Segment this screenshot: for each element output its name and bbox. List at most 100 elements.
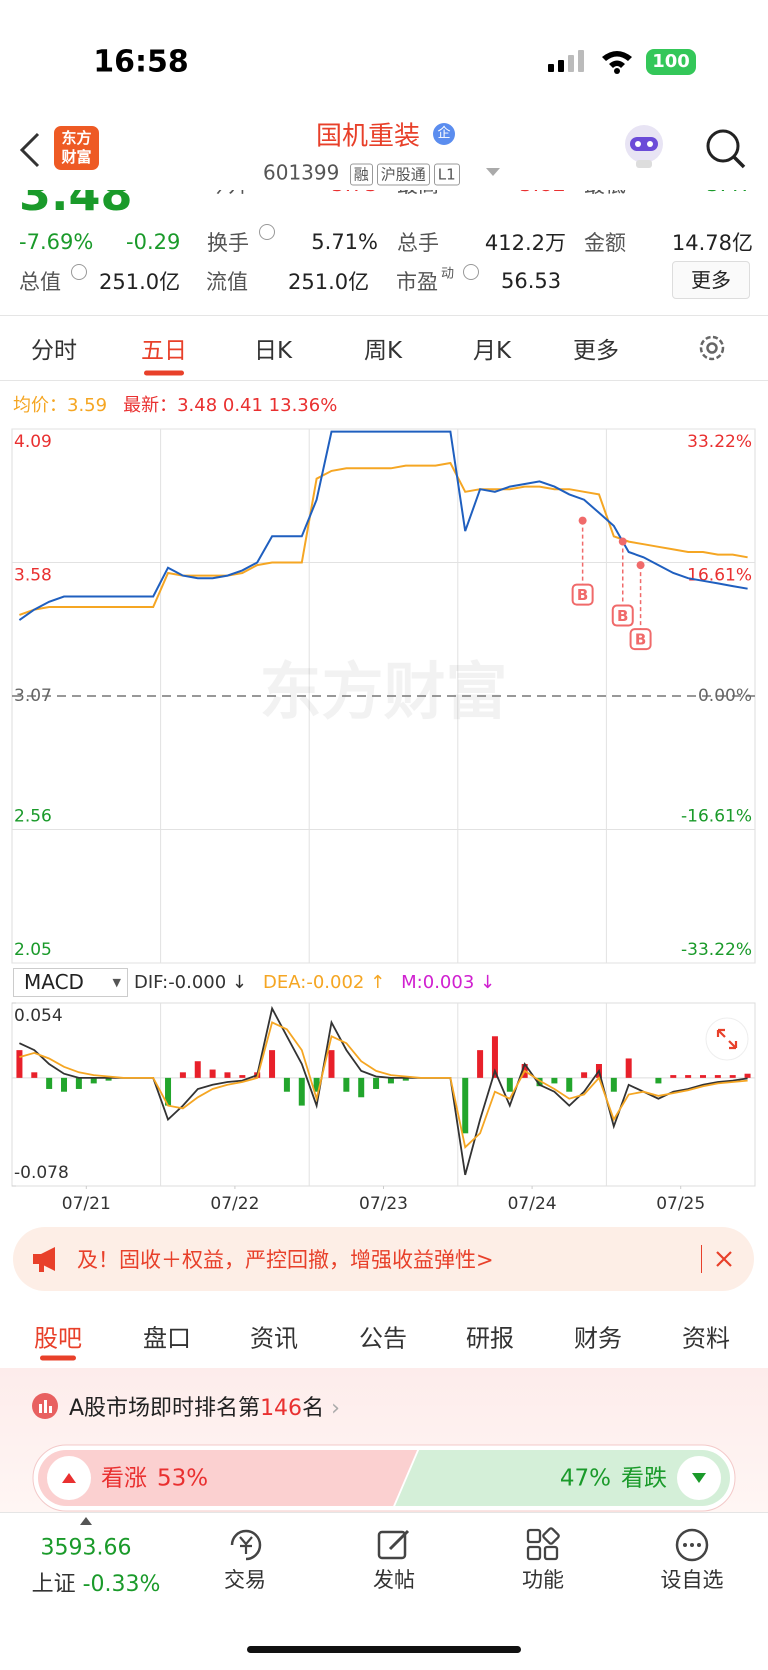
pe-label: 市盈 (396, 270, 438, 294)
ranking[interactable]: A股市场即时排名第146名 › (69, 1396, 340, 1421)
stock-name: 国机重装 (315, 121, 421, 152)
macd-bar (224, 1072, 231, 1078)
indicator: MACD (24, 970, 84, 994)
sentiment-bar[interactable]: 看涨 53% 看跌 47% (32, 1444, 736, 1512)
down-pct: 47% (560, 1466, 611, 1492)
expand-button[interactable] (705, 1017, 749, 1061)
app-logo[interactable]: 东方 财富 (54, 126, 99, 170)
code: 601399 (263, 160, 340, 185)
period-tab[interactable]: 日K (253, 338, 293, 364)
info-icon[interactable] (463, 264, 479, 280)
marker-box (629, 628, 652, 651)
indicator-select[interactable]: MACD ▼ (13, 968, 128, 997)
volume-label: 总手 (397, 231, 439, 255)
trade-marker (618, 537, 627, 546)
open: 3.73 (331, 188, 378, 196)
nav-item[interactable]: 设自选 (660, 1568, 724, 1592)
legend-item: M:0.003 ↓ (401, 972, 495, 993)
macd-bar (670, 1075, 677, 1078)
search-button[interactable] (705, 128, 747, 170)
y-tick-label: 0.054 (14, 1006, 63, 1026)
high: 3.82 (519, 188, 566, 196)
settings-button[interactable] (697, 333, 727, 363)
index-value[interactable]: 3593.66 (40, 1535, 132, 1561)
divider (0, 380, 768, 381)
content-tab[interactable]: 研报 (466, 1324, 514, 1353)
plot-frame (11, 1002, 756, 1187)
macd-bar (714, 1075, 721, 1078)
legend-item: 均价：3.59 (13, 395, 107, 416)
macd-bar (551, 1077, 558, 1084)
down-icon (692, 1473, 706, 1483)
logo-text: 财富 (61, 148, 92, 166)
info-icon[interactable] (259, 224, 275, 240)
y-tick-label: 2.05 (14, 940, 52, 960)
content-tab[interactable]: 财务 (574, 1324, 622, 1353)
macd-bar (402, 1077, 409, 1081)
macd-bar (239, 1075, 246, 1078)
down-label: 看跌 (621, 1466, 667, 1492)
battery: 100 (646, 49, 696, 75)
content-tab[interactable]: 资讯 (250, 1324, 298, 1353)
low: 3.47 (706, 188, 753, 196)
content-tab[interactable]: 公告 (359, 1324, 407, 1353)
assistant-avatar[interactable] (622, 122, 666, 170)
tag: L1 (433, 163, 460, 186)
macd-bar (581, 1072, 588, 1078)
y-tick-label: 3.58 (14, 566, 52, 586)
speaker-icon (33, 1247, 55, 1272)
amount: 14.78亿 (671, 231, 753, 255)
series-line (19, 1005, 748, 1176)
macd-bar (744, 1073, 751, 1078)
index-line[interactable]: 上证 -0.33% (32, 1566, 161, 1598)
down-share (395, 1450, 730, 1506)
legend-item: DEA:-0.002 ↑ (263, 972, 385, 993)
macd-bar (298, 1077, 305, 1106)
banner[interactable]: 及！固收＋权益，严控回撤，增强收益弹性> (13, 1227, 754, 1291)
content-tab[interactable]: 资料 (682, 1324, 730, 1353)
dropdown-icon[interactable] (486, 168, 500, 178)
rank-suffix: 名 (302, 1396, 325, 1421)
content-tab[interactable]: 股吧 (34, 1324, 82, 1353)
content-tab[interactable]: 盘口 (143, 1324, 191, 1353)
more-button[interactable]: 更多 (672, 261, 750, 299)
nav-item[interactable]: 发帖 (373, 1568, 415, 1592)
info-icon[interactable] (71, 264, 87, 280)
back-button[interactable] (18, 132, 42, 168)
watermark: 东方财富 (259, 655, 507, 728)
nav-item[interactable]: 交易 (224, 1568, 266, 1592)
legend-item: 最新：3.48 0.41 13.36% (123, 395, 337, 416)
marker-box (571, 583, 594, 606)
macd-bar (536, 1077, 543, 1087)
y2-tick-label: -16.61% (681, 807, 752, 827)
marker-label: B (617, 607, 628, 625)
macd-bar (16, 1050, 23, 1078)
macd-bar (462, 1077, 469, 1134)
macd-bar (685, 1075, 692, 1078)
period-tab[interactable]: 更多 (573, 338, 619, 364)
close-button[interactable] (715, 1250, 733, 1268)
x-tick-label: 07/23 (359, 1194, 408, 1214)
marker-label: B (635, 631, 646, 649)
macd-bar (313, 1077, 320, 1092)
tag: 融 (349, 163, 373, 186)
macd-bar (75, 1077, 82, 1089)
change: -0.29 (126, 230, 181, 254)
macd-bar (477, 1050, 484, 1078)
y2-tick-label: 33.22% (687, 432, 752, 452)
badge: 企 (433, 123, 455, 145)
period-tab[interactable]: 月K (472, 338, 512, 364)
nav-item[interactable]: 功能 (522, 1568, 564, 1592)
series-line (18, 430, 748, 621)
trade-marker (636, 561, 645, 570)
macd-bar (699, 1075, 706, 1078)
macd-bar (387, 1077, 394, 1084)
period-tab[interactable]: 五日 (141, 338, 187, 364)
period-tab[interactable]: 周K (363, 338, 403, 364)
period-tab[interactable]: 分时 (31, 338, 77, 364)
macd-bar (194, 1061, 201, 1078)
up-arrow (80, 1517, 92, 1525)
turnover-label: 换手 (207, 231, 249, 255)
volume: 412.2万 (484, 231, 566, 255)
